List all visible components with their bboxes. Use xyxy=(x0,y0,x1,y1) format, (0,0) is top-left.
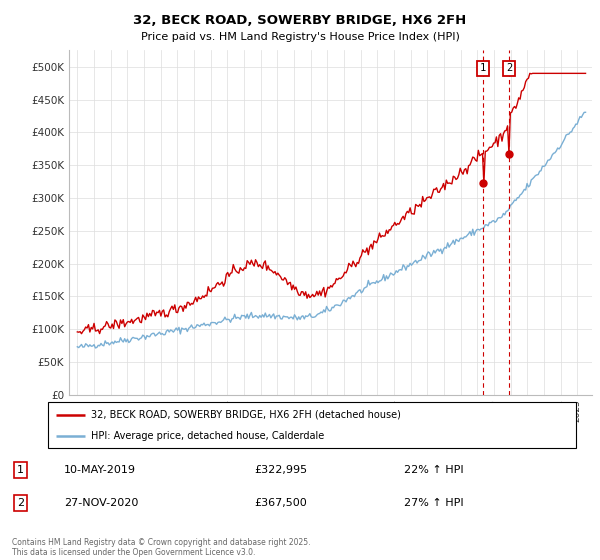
Text: 1: 1 xyxy=(480,63,487,73)
Text: 10-MAY-2019: 10-MAY-2019 xyxy=(64,465,136,475)
FancyBboxPatch shape xyxy=(48,402,576,448)
Text: £367,500: £367,500 xyxy=(254,498,307,508)
Text: 27-NOV-2020: 27-NOV-2020 xyxy=(64,498,138,508)
Text: HPI: Average price, detached house, Calderdale: HPI: Average price, detached house, Cald… xyxy=(91,431,325,441)
Text: 22% ↑ HPI: 22% ↑ HPI xyxy=(404,465,463,475)
Text: 32, BECK ROAD, SOWERBY BRIDGE, HX6 2FH: 32, BECK ROAD, SOWERBY BRIDGE, HX6 2FH xyxy=(133,14,467,27)
Text: 1: 1 xyxy=(17,465,24,475)
Text: £322,995: £322,995 xyxy=(254,465,307,475)
Text: 27% ↑ HPI: 27% ↑ HPI xyxy=(404,498,463,508)
Text: 2: 2 xyxy=(17,498,24,508)
Text: Contains HM Land Registry data © Crown copyright and database right 2025.
This d: Contains HM Land Registry data © Crown c… xyxy=(12,538,311,557)
Text: Price paid vs. HM Land Registry's House Price Index (HPI): Price paid vs. HM Land Registry's House … xyxy=(140,32,460,43)
Text: 32, BECK ROAD, SOWERBY BRIDGE, HX6 2FH (detached house): 32, BECK ROAD, SOWERBY BRIDGE, HX6 2FH (… xyxy=(91,410,401,420)
Text: 2: 2 xyxy=(506,63,512,73)
